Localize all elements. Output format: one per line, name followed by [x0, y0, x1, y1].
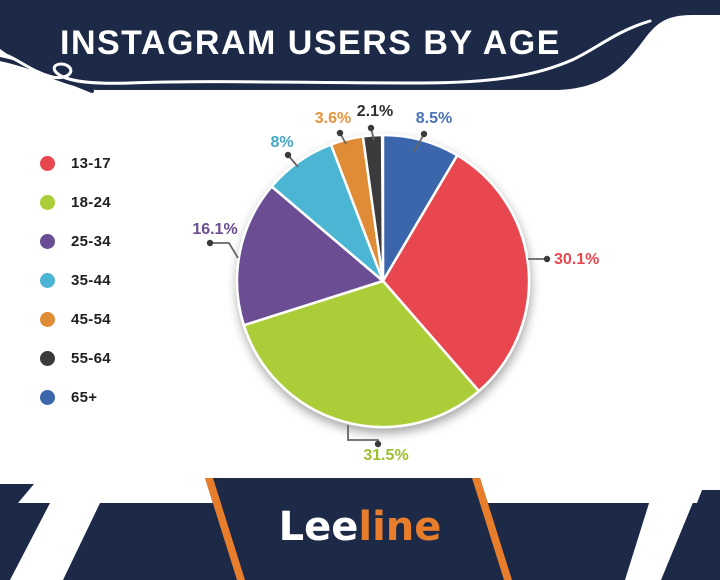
pie-slices: [235, 133, 531, 429]
legend-item-25-34: 25-34: [40, 222, 111, 261]
legend-dot-18-24: [40, 195, 55, 210]
page-title: INSTAGRAM USERS BY AGE: [60, 24, 561, 62]
leader-dot-25-34: [206, 239, 214, 247]
slice-value-label-13-17: 30.1%: [554, 251, 599, 268]
leader-dot-65+: [420, 130, 428, 138]
pie-slice-13-17: [381, 154, 531, 393]
slice-value-label-55-64: 2.1%: [357, 103, 393, 120]
legend-label-55-64: 55-64: [71, 350, 111, 367]
brand-logo-line: line: [358, 504, 442, 550]
legend-label-13-17: 13-17: [71, 155, 111, 172]
legend-label-25-34: 25-34: [71, 233, 111, 250]
footer-tab-stripe-right: [472, 478, 512, 580]
leader-dot-13-17: [543, 255, 551, 263]
legend-label-18-24: 18-24: [71, 194, 111, 211]
legend-item-45-54: 45-54: [40, 300, 111, 339]
legend-dot-13-17: [40, 156, 55, 171]
legend-item-13-17: 13-17: [40, 144, 111, 183]
footer-logo-tab: [205, 478, 512, 580]
slice-value-label-35-44: 8%: [270, 134, 293, 151]
footer-ribbon: [0, 478, 720, 580]
footer-corner-left: [0, 484, 34, 503]
header-banner-shape: [0, 0, 720, 90]
leader-dot-55-64: [367, 124, 375, 132]
slice-value-label-25-34: 16.1%: [192, 221, 237, 238]
pie-labels: 30.1% 31.5% 16.1% 8% 3.6% 2.1% 8.5%: [192, 103, 599, 464]
legend-item-55-64: 55-64: [40, 339, 111, 378]
legend-dot-35-44: [40, 273, 55, 288]
footer-slash-right: [625, 500, 694, 580]
legend-label-65plus: 65+: [71, 389, 98, 406]
legend-dot-45-54: [40, 312, 55, 327]
header-banner: [0, 0, 720, 93]
legend-label-35-44: 35-44: [71, 272, 111, 289]
footer-tab-stripe-left: [205, 478, 245, 580]
legend-label-45-54: 45-54: [71, 311, 111, 328]
leader-dot-45-54: [336, 129, 344, 137]
pie-slice-18-24: [242, 279, 481, 429]
legend-dot-25-34: [40, 234, 55, 249]
pie-slice-25-34: [235, 185, 385, 327]
header-swoosh-white: [0, 19, 652, 85]
slice-value-label-18-24: 31.5%: [363, 447, 408, 464]
legend-item-35-44: 35-44: [40, 261, 111, 300]
leader-dot-18-24: [374, 440, 382, 448]
slice-value-label-65+: 8.5%: [416, 110, 452, 127]
header-swoosh-navy: [0, 57, 94, 93]
legend-item-65plus: 65+: [40, 378, 111, 417]
footer-slash-left: [10, 503, 100, 580]
legend-item-18-24: 18-24: [40, 183, 111, 222]
footer-corner-right: [697, 490, 720, 503]
slice-value-label-45-54: 3.6%: [315, 110, 351, 127]
leader-dot-35-44: [284, 151, 292, 159]
legend-dot-65plus: [40, 390, 55, 405]
brand-logo-lee: Lee: [278, 504, 359, 550]
legend: 13-17 18-24 25-34 35-44 45-54 55-64 65+: [40, 144, 111, 417]
brand-logo: Leeline: [279, 504, 442, 550]
leader-line-25-34: [210, 242, 239, 259]
leader-line-65+: [413, 133, 425, 153]
legend-dot-55-64: [40, 351, 55, 366]
